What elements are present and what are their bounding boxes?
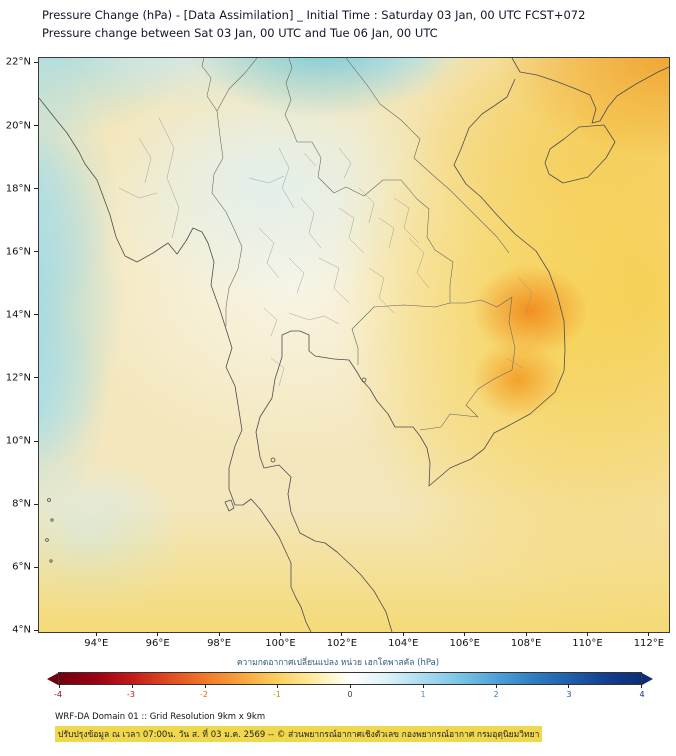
x-tick-label: 112°E (633, 638, 665, 649)
colorbar-label: ความกดอากาศเปลี่ยนแปลง หน่วย เฮกโตพาสคัล… (236, 658, 440, 668)
footer-update-credit: ปรับปรุงข้อมูล ณ เวลา 07:00น. วัน ส. ที่… (55, 726, 543, 742)
coastline-myanmar-andaman (39, 97, 312, 632)
colorbar-tick-mark (350, 684, 351, 688)
colorbar-tick-label: 4 (639, 690, 645, 699)
footer-domain-info: WRF-DA Domain 01 :: Grid Resolution 9km … (55, 712, 266, 722)
colorbar (47, 672, 653, 688)
x-tick-label: 100°E (265, 638, 296, 649)
colorbar-tick-label: 3 (566, 690, 572, 699)
border-myanmar-thailand (211, 58, 258, 326)
colorbar-tick-mark (131, 684, 133, 688)
x-tick-mark (218, 632, 220, 636)
x-tick-mark (341, 632, 343, 636)
island-dot (45, 538, 49, 542)
x-tick-label: 102°E (326, 638, 358, 649)
border-laos-vietnam (345, 58, 510, 254)
x-tick-label: 98°E (207, 638, 232, 649)
colorbar-tick-mark (204, 684, 206, 688)
colorbar-tick-mark (568, 684, 570, 688)
y-tick-mark (34, 629, 38, 631)
x-tick-label: 108°E (510, 638, 542, 649)
island-dot (50, 518, 54, 522)
pressure-change-map (38, 57, 670, 633)
colorbar-tick-mark (495, 684, 497, 688)
colorbar-tick-label: 1 (420, 690, 426, 699)
page-subtitle: Pressure change between Sat 03 Jan, 00 U… (42, 26, 438, 40)
island-dot-koh-samui (270, 457, 276, 463)
colorbar-gradient (58, 672, 642, 688)
colorbar-tick-mark (277, 684, 279, 688)
y-tick-mark (34, 377, 38, 379)
colorbar-tick-label: -4 (54, 690, 62, 699)
x-tick-label: 94°E (84, 638, 109, 649)
province-borders (118, 117, 533, 387)
x-tick-mark (525, 632, 527, 636)
colorbar-tick-mark (641, 684, 642, 688)
y-tick-mark (34, 251, 38, 253)
colorbar-tick-label: 0 (347, 690, 353, 699)
y-tick-label: 16°N (5, 246, 31, 258)
country-borders (201, 58, 516, 431)
y-tick-label: 6°N (12, 561, 31, 573)
coastline-hainan-island (544, 124, 616, 184)
y-tick-mark (34, 188, 38, 190)
colorbar-tick-label: -3 (127, 690, 135, 699)
y-tick-mark (34, 314, 38, 316)
x-tick-mark (402, 632, 404, 636)
y-tick-label: 12°N (5, 372, 31, 384)
y-tick-label: 20°N (5, 120, 31, 131)
y-tick-label: 18°N (5, 183, 31, 195)
border-myanmar-china (201, 58, 218, 112)
x-tick-mark (464, 632, 466, 636)
y-tick-label: 10°N (5, 435, 31, 447)
x-tick-mark (648, 632, 650, 636)
colorbar-tick-label: -1 (273, 690, 281, 699)
y-tick-label: 4°N (12, 624, 31, 636)
coastline-phuket-island (224, 499, 235, 512)
x-tick-mark (280, 632, 281, 636)
island-dot (49, 559, 53, 563)
coastlines (39, 58, 669, 632)
y-tick-mark (34, 61, 38, 63)
island-dot-koh-chang (361, 377, 367, 383)
y-tick-mark (34, 440, 38, 442)
x-tick-label: 96°E (145, 638, 170, 649)
colorbar-left-arrow (47, 672, 58, 685)
x-tick-mark (157, 632, 159, 636)
colorbar-right-arrow (642, 672, 653, 685)
border-cambodia-vietnam (419, 296, 516, 431)
x-tick-label: 110°E (572, 638, 603, 649)
small-islands (45, 377, 367, 563)
page-title: Pressure Change (hPa) - [Data Assimilati… (42, 8, 586, 22)
colorbar-tick-mark (422, 684, 424, 688)
x-tick-mark (95, 632, 97, 636)
y-tick-mark (34, 566, 38, 568)
coastline-china (511, 58, 669, 124)
y-tick-label: 22°N (5, 56, 31, 68)
colorbar-tick-label: -2 (200, 690, 208, 699)
coastline-vietnam-gulf-malay (255, 78, 566, 632)
colorbar-tick-mark (59, 684, 60, 688)
x-tick-mark (587, 632, 588, 636)
border-thailand-laos-cambodia (284, 58, 454, 365)
x-tick-label: 104°E (388, 638, 419, 649)
island-dot (47, 498, 51, 502)
y-tick-mark (34, 503, 38, 505)
y-tick-label: 8°N (12, 498, 31, 510)
y-tick-mark (34, 125, 38, 126)
map-overlay-svg (39, 58, 669, 632)
colorbar-tick-label: 2 (493, 690, 499, 699)
y-tick-label: 14°N (5, 309, 31, 321)
x-tick-label: 106°E (449, 638, 480, 649)
